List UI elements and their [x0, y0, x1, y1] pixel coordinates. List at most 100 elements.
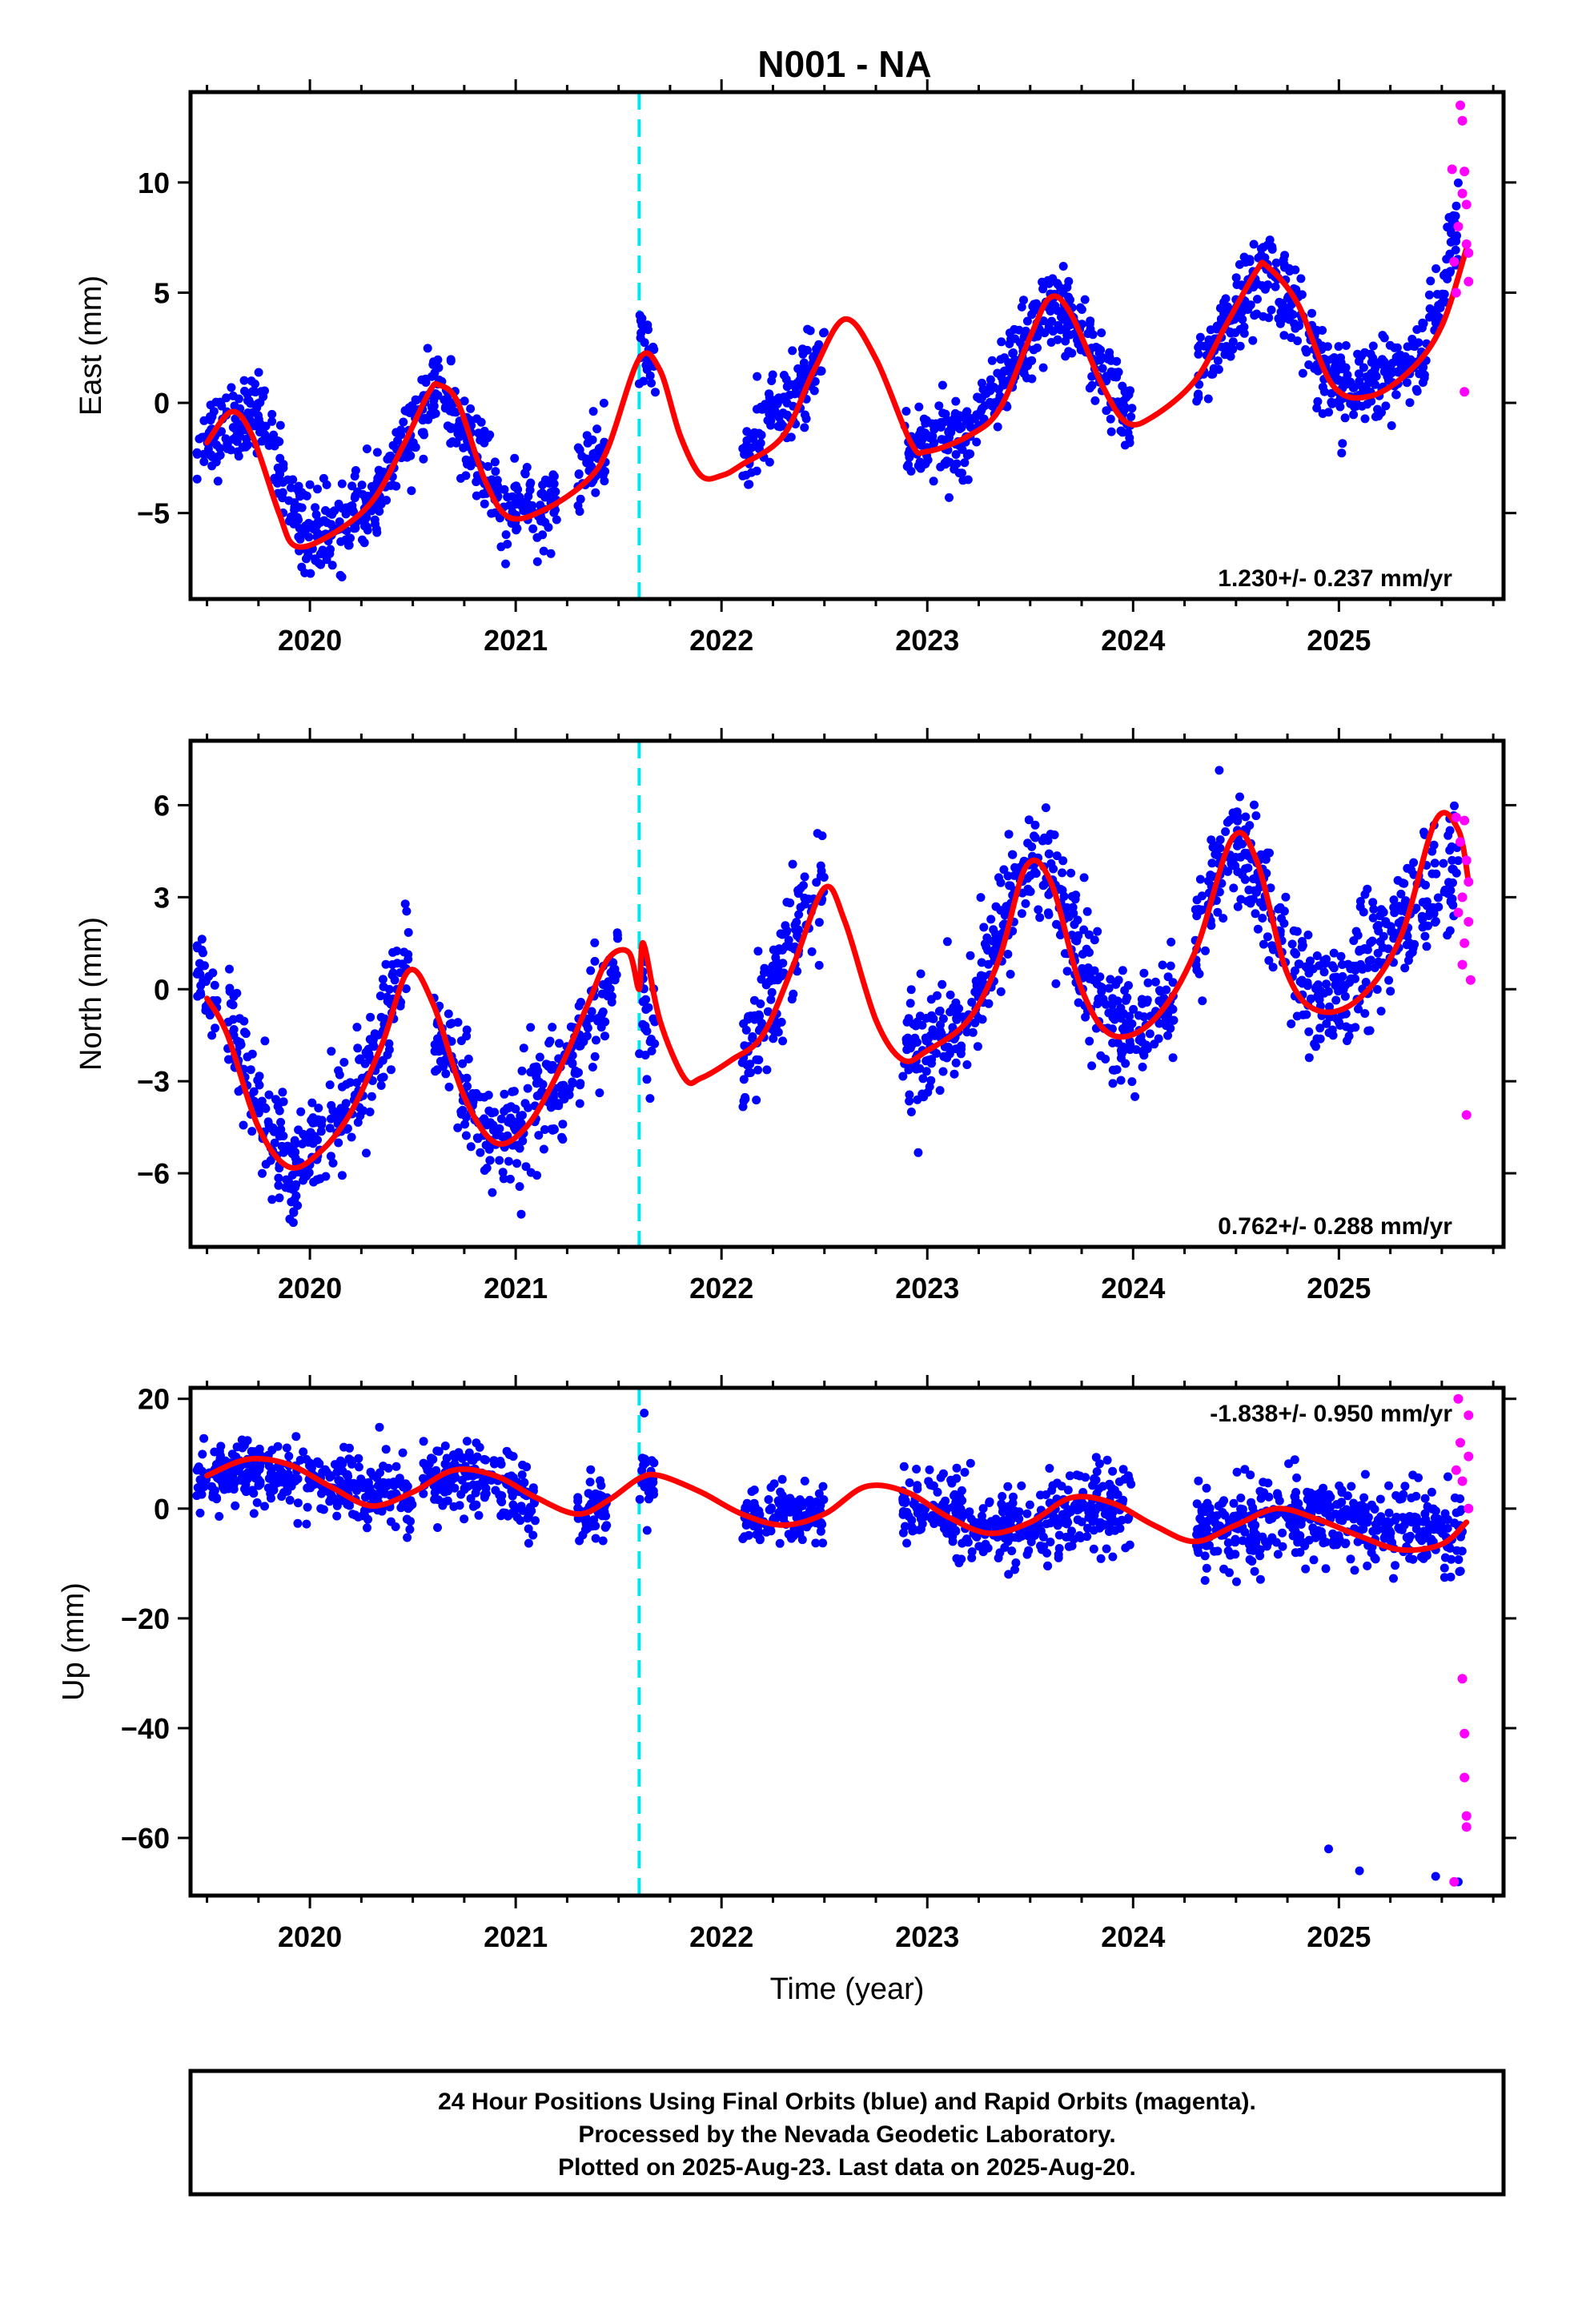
rapid-point — [1461, 1811, 1472, 1821]
final-point — [1215, 887, 1224, 897]
final-point — [1326, 1493, 1335, 1502]
final-point — [1368, 913, 1378, 923]
final-point — [1285, 267, 1295, 276]
final-point — [1414, 338, 1423, 348]
final-point — [1403, 342, 1412, 352]
final-point — [1422, 942, 1431, 951]
final-point — [1046, 1538, 1055, 1546]
final-point — [1091, 1475, 1101, 1485]
y-tick-label: −5 — [137, 497, 170, 530]
final-point — [524, 1524, 533, 1534]
final-point — [1427, 869, 1437, 879]
final-point — [966, 951, 975, 960]
final-point — [1034, 905, 1043, 915]
final-point — [1040, 833, 1049, 842]
final-point — [257, 436, 267, 446]
x-tick-label: 2021 — [484, 624, 548, 657]
final-point — [1101, 999, 1110, 1009]
final-point — [1194, 349, 1203, 359]
final-point — [969, 414, 978, 424]
final-point — [597, 989, 607, 999]
final-point — [207, 1031, 217, 1040]
final-point — [516, 1111, 525, 1120]
final-point — [534, 1131, 544, 1140]
final-point — [1027, 310, 1037, 320]
final-point — [938, 408, 948, 418]
final-point — [1044, 279, 1054, 288]
final-point — [807, 1505, 817, 1514]
final-point — [909, 1499, 918, 1509]
final-point — [496, 1114, 506, 1124]
final-point — [339, 1058, 349, 1067]
final-point — [1363, 1561, 1372, 1570]
final-point — [1118, 966, 1127, 975]
final-point — [1085, 384, 1094, 393]
final-point — [1145, 1029, 1154, 1039]
final-point — [1453, 178, 1463, 187]
final-point — [444, 1009, 453, 1019]
final-point — [1387, 421, 1396, 430]
final-point — [987, 356, 997, 365]
final-point — [288, 1248, 297, 1257]
final-point — [972, 437, 982, 447]
final-point — [595, 1088, 604, 1098]
final-point — [1219, 914, 1228, 923]
final-point — [763, 1007, 773, 1016]
final-point — [914, 402, 924, 412]
final-point — [575, 1536, 584, 1546]
final-point — [1246, 895, 1255, 904]
final-point — [1009, 1492, 1018, 1502]
final-point — [1251, 909, 1260, 919]
final-point — [1298, 940, 1307, 950]
final-point — [334, 499, 343, 509]
final-point — [645, 1094, 655, 1104]
final-point — [317, 1120, 327, 1130]
final-point — [600, 476, 609, 486]
final-point — [215, 1446, 224, 1456]
final-point — [970, 1018, 980, 1027]
final-point — [1363, 963, 1372, 972]
final-point — [1389, 895, 1399, 905]
final-point — [1249, 875, 1258, 883]
final-point — [1368, 353, 1378, 363]
final-point — [746, 1011, 755, 1021]
final-point — [772, 1021, 781, 1031]
final-point — [492, 480, 502, 490]
final-point — [390, 975, 400, 985]
final-point — [1232, 1577, 1241, 1586]
final-point — [255, 1479, 265, 1489]
final-point — [1235, 792, 1244, 802]
final-point — [942, 937, 952, 947]
final-point — [1431, 1518, 1440, 1527]
final-point — [327, 561, 337, 570]
final-point — [1353, 1537, 1363, 1546]
final-point — [789, 1531, 798, 1541]
final-point — [1200, 1576, 1210, 1585]
final-point — [1291, 949, 1301, 959]
final-point — [641, 995, 651, 1004]
final-point — [451, 1473, 460, 1482]
final-point — [966, 1458, 975, 1468]
final-point — [1443, 1523, 1452, 1533]
final-point — [1106, 1518, 1115, 1527]
final-point — [1256, 1494, 1266, 1503]
final-point — [1290, 319, 1299, 328]
final-point — [197, 1490, 207, 1499]
final-point — [261, 1160, 271, 1169]
final-point — [291, 1191, 301, 1200]
final-point — [500, 1089, 509, 1099]
final-point — [532, 1171, 542, 1180]
final-point — [389, 1481, 399, 1490]
final-point — [651, 388, 660, 397]
final-point — [986, 375, 995, 384]
final-point — [1017, 1481, 1026, 1490]
final-point — [539, 546, 548, 556]
final-point — [977, 958, 986, 967]
rapid-point — [1449, 1876, 1460, 1887]
final-point — [819, 1495, 829, 1505]
final-point — [1139, 1046, 1149, 1055]
final-point — [528, 524, 538, 533]
final-point — [401, 984, 411, 994]
final-point — [1268, 963, 1278, 972]
final-point — [193, 991, 203, 1001]
